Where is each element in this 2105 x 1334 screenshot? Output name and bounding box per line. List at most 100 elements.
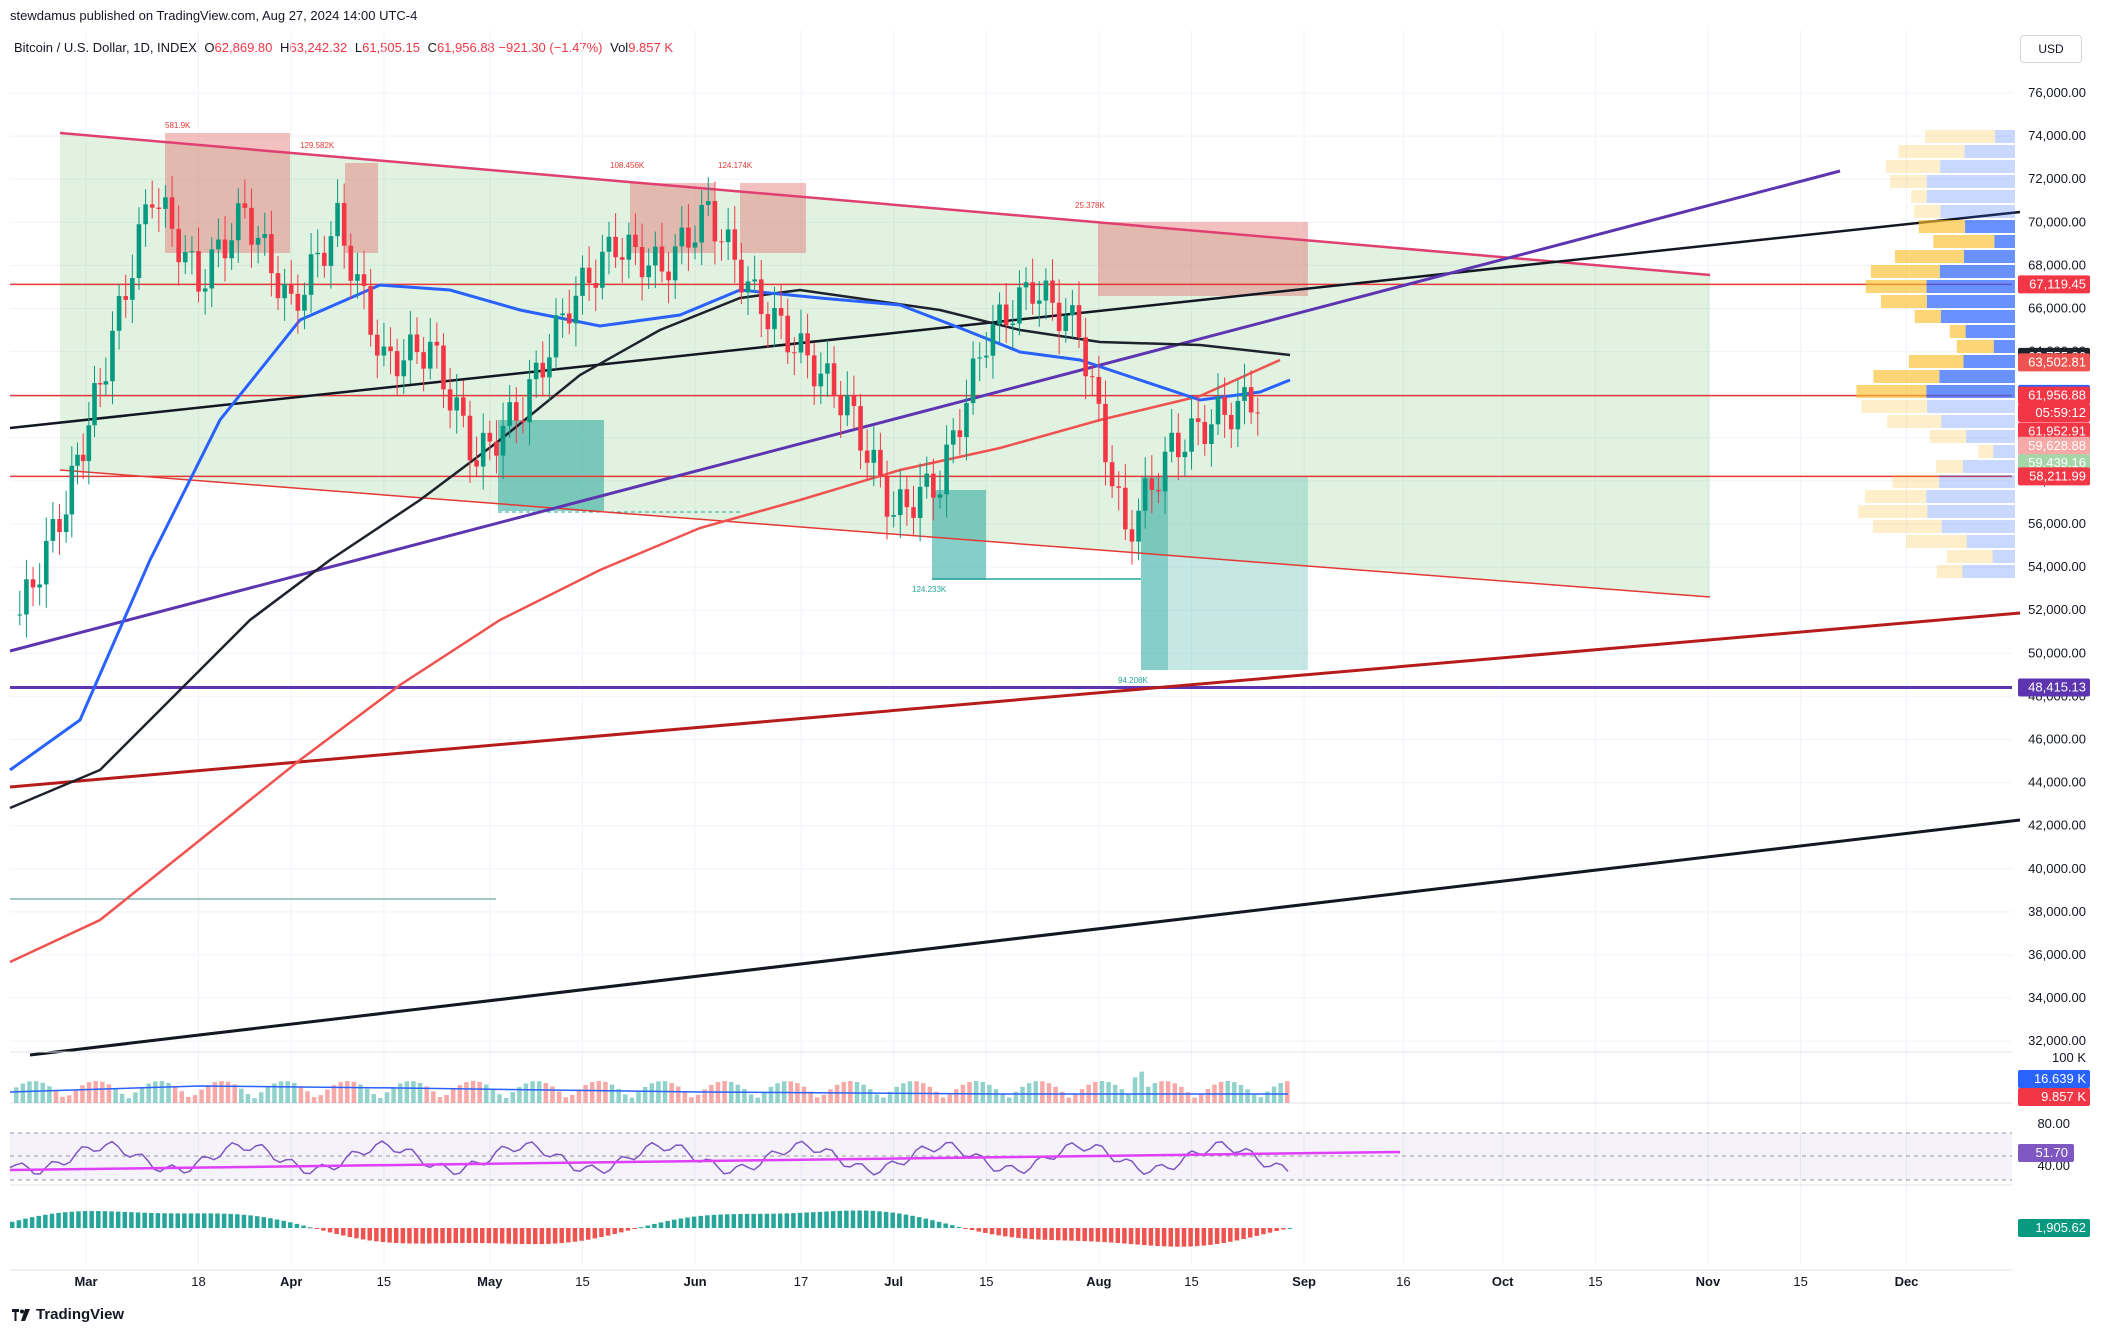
volume-profile-bar: [1947, 550, 1993, 563]
trendline: [29, 818, 2021, 1057]
macd-bar: [36, 1215, 41, 1228]
volume-bar: [881, 1097, 886, 1103]
volume-profile-bar: [1926, 190, 2015, 203]
brand-name: TradingView: [36, 1306, 125, 1323]
macd-bar: [804, 1212, 809, 1228]
candle-body: [997, 304, 1002, 325]
macd-bar: [307, 1227, 313, 1229]
candle-body: [75, 454, 80, 466]
candle-body: [878, 449, 883, 476]
candle-body: [977, 357, 982, 359]
volume-bar: [616, 1088, 621, 1103]
volume-bar: [1000, 1094, 1005, 1103]
candle-body: [368, 285, 373, 335]
volume-bar: [1179, 1086, 1184, 1103]
macd-bar: [1036, 1228, 1041, 1240]
candle-body: [143, 204, 148, 225]
price-label-badge: [2018, 467, 2090, 486]
volume-bar: [589, 1082, 595, 1103]
candle-body: [176, 228, 181, 263]
volume-bar: [609, 1084, 615, 1103]
macd-bar: [89, 1211, 94, 1228]
macd-bar: [294, 1223, 300, 1228]
tradingview-brand[interactable]: TradingView: [12, 1306, 124, 1323]
candle-body: [864, 450, 870, 463]
price-axis-label: 74,000.00: [2028, 128, 2086, 143]
target-zone: [1168, 476, 1308, 670]
volume-profile-bar: [1993, 445, 2015, 458]
price-label-badge: [2018, 386, 2090, 405]
macd-bar: [453, 1228, 459, 1244]
candle-body: [520, 420, 526, 423]
macd-bar: [632, 1228, 637, 1229]
macd-bar: [354, 1228, 359, 1239]
volume-bar: [444, 1095, 449, 1103]
candle-body: [686, 227, 691, 248]
volume-bar: [695, 1094, 701, 1103]
candle-body: [421, 352, 426, 369]
candle-body: [719, 241, 724, 243]
candle-body: [666, 271, 671, 281]
time-axis-label: 17: [794, 1274, 808, 1289]
volume-bar: [305, 1091, 310, 1103]
candle-body: [990, 324, 996, 356]
time-axis-label: 15: [1184, 1274, 1198, 1289]
candle-body: [917, 486, 923, 518]
macd-bar: [678, 1218, 684, 1228]
volume-bar: [834, 1084, 840, 1103]
macd-bar: [1142, 1228, 1147, 1246]
candle-body: [441, 345, 446, 390]
macd-bar: [612, 1228, 617, 1235]
candle-body: [659, 246, 665, 272]
candle-body: [633, 234, 638, 248]
symbol-legend: Bitcoin / U.S. Dollar, 1D, INDEX O62,869…: [14, 40, 673, 55]
macd-bar: [724, 1214, 730, 1228]
price-axis-label: 50,000.00: [2028, 645, 2086, 660]
volume-profile-bar: [1941, 415, 2015, 428]
volume-bar: [225, 1081, 231, 1103]
price-label-badge: [2018, 275, 2090, 294]
candle-body: [1043, 280, 1049, 301]
volume-profile-bar: [1995, 130, 2015, 143]
candle-body: [1202, 421, 1208, 444]
candle-body: [1017, 287, 1022, 324]
volume-value: 9.857 K: [628, 40, 674, 55]
candle-body: [785, 315, 791, 353]
candle-body: [63, 514, 69, 533]
time-axis-label: Mar: [74, 1274, 97, 1289]
candle-body: [851, 394, 857, 407]
volume-bar: [364, 1088, 370, 1103]
volume-bar: [318, 1095, 324, 1103]
candle-body: [858, 406, 863, 451]
macd-bar: [175, 1213, 180, 1228]
candle-body: [1123, 487, 1128, 530]
currency-selector[interactable]: USD: [2020, 35, 2082, 63]
volume-bar: [536, 1081, 542, 1103]
candle-body: [514, 402, 519, 421]
candle-body: [1036, 300, 1042, 304]
volume-bar: [563, 1097, 568, 1103]
volume-bar: [1066, 1097, 1072, 1103]
macd-bar: [235, 1214, 240, 1228]
candle-body: [653, 246, 658, 266]
volume-bar: [702, 1089, 707, 1103]
volume-bar: [311, 1096, 317, 1103]
zone-annotation: 581.9K: [165, 121, 191, 130]
macd-bar: [592, 1228, 598, 1239]
volume-bar: [1172, 1083, 1177, 1103]
candle-body: [183, 251, 188, 263]
volume-profile-bar: [1966, 535, 2015, 548]
macd-bar: [168, 1213, 174, 1228]
macd-bar: [43, 1214, 48, 1228]
macd-bar: [1049, 1228, 1054, 1241]
macd-bar: [1221, 1228, 1226, 1243]
macd-bar: [672, 1219, 677, 1228]
macd-bar: [56, 1212, 61, 1228]
volume-profile-bar: [1927, 400, 2015, 413]
volume-bar: [199, 1089, 204, 1103]
volume-label: Vol: [610, 40, 629, 55]
macd-bar: [983, 1228, 988, 1233]
candle-body: [202, 288, 208, 292]
macd-bar: [691, 1216, 697, 1228]
